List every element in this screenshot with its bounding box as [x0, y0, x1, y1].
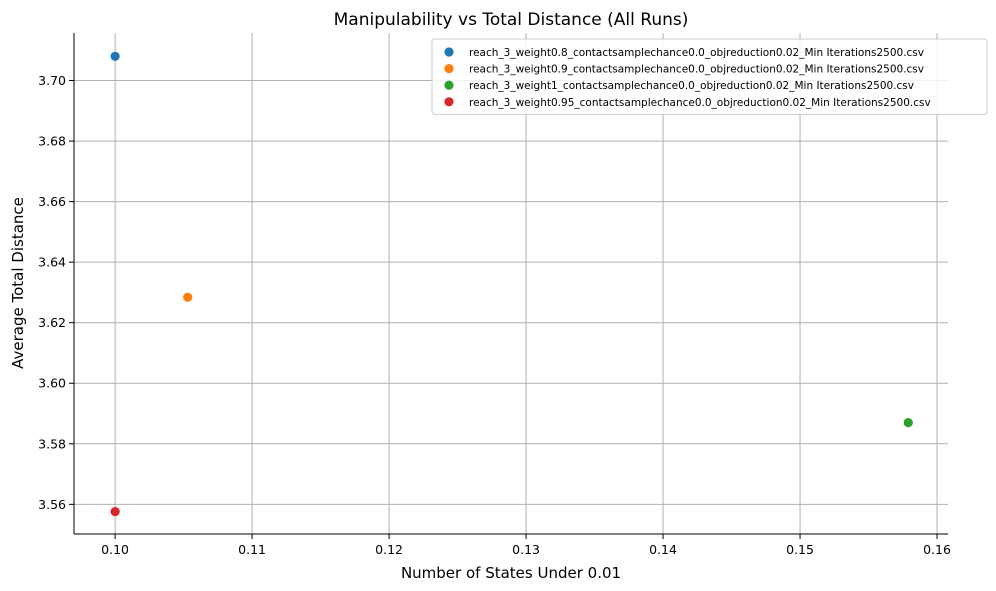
legend: reach_3_weight0.8_contactsamplechance0.0… — [431, 38, 988, 115]
legend-label: reach_3_weight0.8_contactsamplechance0.0… — [469, 47, 924, 59]
x-tick-label: 0.13 — [512, 542, 540, 557]
data-point-series-0 — [110, 51, 120, 61]
legend-marker — [444, 97, 454, 107]
data-point-series-1 — [183, 292, 193, 302]
y-tick-label: 3.66 — [38, 194, 66, 209]
legend-marker — [444, 64, 454, 74]
y-tick-label: 3.68 — [38, 134, 66, 149]
x-tick-label: 0.11 — [238, 542, 266, 557]
grid-layer — [74, 33, 948, 534]
points-layer — [110, 51, 913, 517]
x-tick-label: 0.14 — [649, 542, 677, 557]
y-tick-label: 3.62 — [38, 315, 66, 330]
x-tick-label: 0.15 — [786, 542, 814, 557]
y-tick-label: 3.70 — [38, 73, 66, 88]
x-axis-label: Number of States Under 0.01 — [401, 564, 621, 582]
chart-title: Manipulability vs Total Distance (All Ru… — [334, 10, 689, 30]
x-tick-label: 0.16 — [923, 542, 951, 557]
legend-label: reach_3_weight0.9_contactsamplechance0.0… — [469, 64, 924, 76]
x-tick-label: 0.10 — [101, 542, 129, 557]
legend-frame — [431, 38, 988, 115]
axes-spines — [73, 33, 948, 535]
y-tick-label: 3.56 — [38, 497, 66, 512]
legend-marker — [444, 47, 454, 57]
y-axis-label: Average Total Distance — [9, 197, 27, 369]
data-point-series-2 — [903, 417, 913, 428]
legend-marker — [444, 80, 454, 90]
legend-label: reach_3_weight1_contactsamplechance0.0_o… — [469, 80, 914, 92]
ticks-layer: 0.10 0.11 0.12 0.13 0.14 0.15 0.16 3.56 3.58 3.60… — [38, 73, 951, 557]
x-tick-label: 0.12 — [375, 542, 403, 557]
y-tick-label: 3.58 — [38, 436, 66, 451]
legend-label: reach_3_weight0.95_contactsamplechance0.… — [469, 97, 931, 109]
y-tick-label: 3.64 — [38, 255, 66, 270]
y-tick-label: 3.60 — [38, 376, 66, 391]
data-point-series-3 — [110, 506, 120, 517]
